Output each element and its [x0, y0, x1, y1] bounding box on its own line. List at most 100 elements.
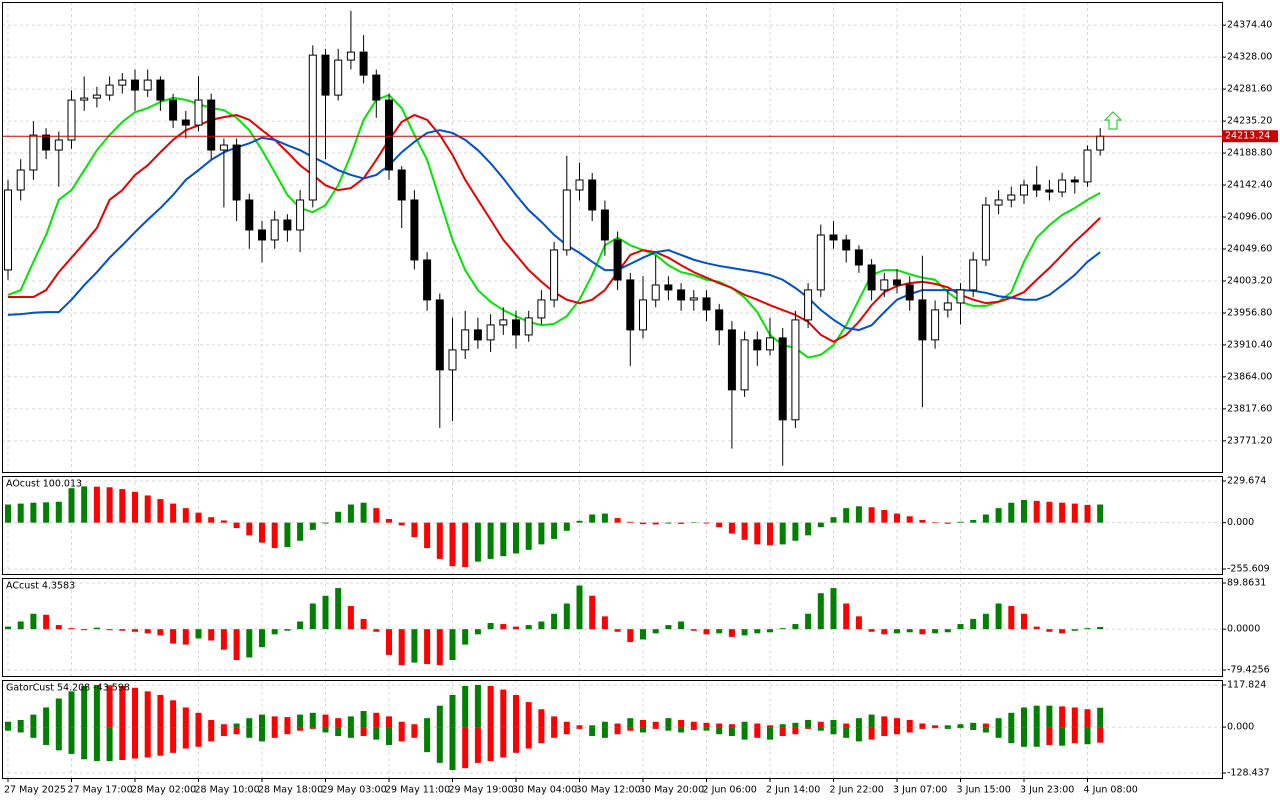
candle-body — [1070, 179, 1079, 183]
candle-body — [1020, 184, 1028, 196]
histogram-bar — [906, 629, 913, 633]
histogram-bar — [55, 625, 62, 630]
candle-body — [943, 302, 952, 311]
histogram-bar — [728, 629, 735, 637]
histogram-bar — [627, 629, 634, 643]
histogram-bar — [767, 522, 773, 546]
histogram-bar — [728, 522, 735, 534]
histogram-bar — [995, 727, 1002, 738]
candle-body — [143, 79, 152, 91]
histogram-bar — [93, 727, 100, 762]
candle-body — [702, 297, 711, 311]
histogram-bar — [792, 624, 799, 630]
candle-body — [296, 199, 305, 231]
histogram-bar — [284, 717, 291, 728]
histogram-bar — [970, 722, 977, 728]
histogram-bar — [386, 519, 392, 523]
histogram-bar — [43, 502, 50, 523]
histogram-bar — [792, 522, 799, 541]
candle-body — [1058, 179, 1067, 193]
histogram-bar — [347, 727, 354, 738]
histogram-bar — [246, 718, 253, 728]
candle-body — [918, 299, 927, 341]
candle-body — [169, 99, 178, 121]
candle-body — [346, 51, 355, 61]
histogram-bar — [93, 627, 100, 630]
histogram-bar — [449, 694, 456, 728]
histogram-bar — [525, 522, 532, 550]
histogram-bar — [195, 712, 202, 728]
histogram-bar — [614, 727, 621, 735]
histogram-bar — [233, 727, 240, 735]
buy-arrow — [1103, 111, 1123, 130]
histogram-bar — [868, 629, 875, 632]
y-tick-label: 0.0000 — [1227, 624, 1260, 635]
histogram-bar — [132, 727, 138, 759]
x-tick-label: 27 May 17:00 — [68, 785, 133, 796]
x-tick-label: 3 Jun 07:00 — [893, 785, 947, 796]
histogram-bar — [1059, 629, 1066, 634]
candle-body — [207, 99, 216, 151]
histogram-bar — [1084, 727, 1091, 745]
histogram-bar — [233, 629, 240, 661]
histogram-bar — [982, 723, 989, 728]
histogram-bar — [411, 522, 418, 538]
histogram-bar — [373, 629, 380, 632]
histogram-bar — [322, 714, 329, 728]
histogram-bar — [297, 714, 304, 728]
y-tick-label: 89.8631 — [1227, 578, 1266, 589]
histogram-bar — [932, 725, 939, 728]
histogram-bar — [741, 721, 748, 728]
histogram-bar — [767, 725, 773, 728]
y-tick-label: 23864.00 — [1227, 371, 1272, 382]
histogram-bar — [982, 514, 989, 523]
histogram-bar — [1008, 606, 1015, 630]
histogram-bar — [398, 522, 405, 526]
histogram-bar — [792, 722, 799, 728]
histogram-bar — [817, 721, 824, 728]
histogram-bar — [68, 628, 75, 630]
histogram-bar — [1021, 707, 1027, 728]
histogram-bar — [297, 621, 304, 630]
histogram-bar — [1008, 712, 1015, 728]
x-tick-label: 28 May 02:00 — [131, 785, 196, 796]
histogram-bar — [703, 727, 710, 731]
candle-body — [410, 199, 419, 261]
y-tick-label: 23956.80 — [1227, 307, 1272, 318]
histogram-bar — [322, 522, 329, 524]
histogram-bar — [68, 488, 75, 523]
histogram-bar — [106, 629, 113, 631]
histogram-bar — [170, 700, 177, 728]
x-tick-label: 3 Jun 15:00 — [957, 785, 1011, 796]
candle-body — [588, 179, 597, 211]
histogram-bar — [1033, 727, 1040, 747]
candle-body — [550, 249, 559, 301]
histogram-bar — [170, 727, 177, 753]
candle-body — [131, 79, 139, 91]
candle-body — [372, 74, 381, 101]
histogram-bar — [995, 603, 1002, 630]
histogram-bar — [1097, 727, 1104, 743]
histogram-bar — [513, 727, 519, 753]
y-tick-label: 24049.60 — [1227, 243, 1272, 254]
histogram-bar — [817, 593, 824, 630]
histogram-bar — [157, 694, 164, 728]
candle-body — [80, 97, 89, 101]
histogram-bar — [5, 626, 11, 630]
histogram-bar — [233, 522, 240, 529]
candle-body — [867, 264, 876, 291]
x-tick-label: 29 May 11:00 — [385, 785, 450, 796]
histogram-bar — [119, 686, 126, 728]
histogram-bar — [792, 727, 799, 735]
candle-body — [219, 144, 228, 151]
histogram-bar — [627, 727, 634, 731]
histogram-bar — [30, 502, 37, 523]
candle-body — [842, 239, 851, 251]
histogram-bar — [1059, 706, 1066, 728]
histogram-bar — [1021, 613, 1027, 630]
histogram-bar — [716, 727, 723, 735]
histogram-bar — [297, 522, 304, 541]
candle-body — [804, 289, 813, 321]
histogram-bar — [868, 507, 875, 523]
